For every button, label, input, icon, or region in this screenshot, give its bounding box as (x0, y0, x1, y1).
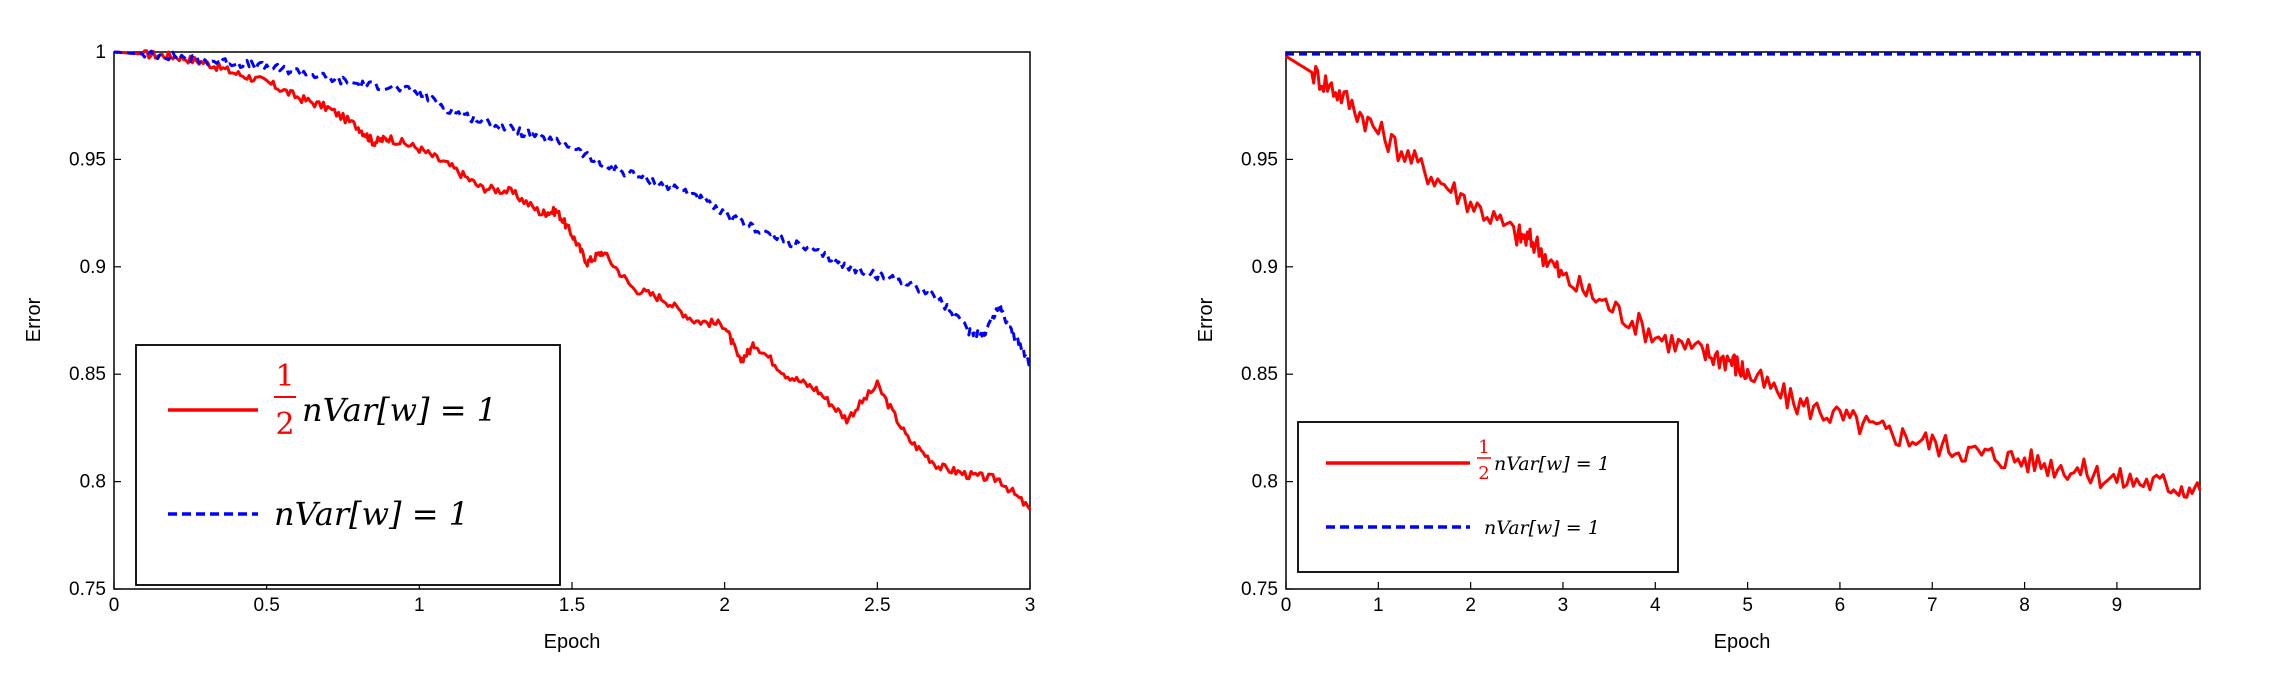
x-tick-label: 9 (2112, 595, 2123, 616)
x-tick-label: 4 (1650, 595, 1661, 616)
y-tick-label: 0.75 (69, 579, 106, 600)
x-tick-label: 8 (2019, 595, 2030, 616)
x-tick-label: 3 (1025, 595, 1036, 616)
y-tick-label: 0.9 (80, 257, 106, 278)
y-tick-label: 0.85 (1241, 364, 1278, 385)
y-tick-label: 0.9 (1252, 257, 1278, 278)
x-tick-label: 2 (719, 595, 730, 616)
x-tick-label: 1 (1373, 595, 1384, 616)
x-tick-label: 7 (1927, 595, 1938, 616)
y-tick-label: 0.8 (1252, 472, 1278, 493)
legend-label-blue-right: nVar[w] = 1 (1484, 517, 1600, 539)
x-axis-label-left: Epoch (544, 631, 601, 653)
y-tick-label: 0.95 (1241, 149, 1278, 170)
x-tick-label: 5 (1742, 595, 1753, 616)
legend-box-left (135, 344, 561, 586)
chart-right: 0 1 2 3 4 5 6 7 8 9 0.75 0.8 0.85 0.9 0.95 Epoch Error… (1195, 51, 2202, 653)
chart-left: 0 0.5 1 1.5 2 2.5 3 0.75 0.8 0.85 0.9 0.95 1 Epoch E… (23, 42, 1035, 653)
y-tick-label: 0.85 (69, 364, 106, 385)
legend-frac-num-left: 1 (275, 359, 294, 394)
y-tick-label: 0.8 (80, 472, 106, 493)
legend-frac-den-left: 2 (275, 407, 294, 442)
x-tick-label: 6 (1835, 595, 1846, 616)
legend-right: 1 2 nVar[w] = 1 nVar[w] = 1 (1297, 421, 1679, 573)
y-tick-label: 0.95 (69, 149, 106, 170)
series-line-red (113, 49, 1032, 511)
legend-frac-num-right: 1 (1478, 437, 1489, 458)
x-axis-label-right: Epoch (1714, 631, 1771, 653)
x-tick-label: 0 (1281, 595, 1292, 616)
x-tick-label: 0 (109, 595, 120, 616)
legend-box-right (1297, 421, 1679, 573)
legend-label-red-right: nVar[w] = 1 (1494, 453, 1610, 475)
series-line-blue (113, 49, 1032, 367)
legend-label-blue-left: nVar[w] = 1 (274, 495, 469, 533)
y-tick-label: 0.75 (1241, 579, 1278, 600)
legend-label-red-left: nVar[w] = 1 (302, 391, 497, 429)
y-axis-label-left: Error (23, 297, 45, 342)
y-axis-label-right: Error (1195, 297, 1217, 342)
x-tick-label: 1 (414, 595, 425, 616)
series-line-red (1285, 55, 2202, 499)
legend-left: 1 2 nVar[w] = 1 nVar[w] = 1 (135, 344, 561, 586)
y-tick-label: 1 (95, 42, 106, 63)
x-tick-label: 2 (1465, 595, 1476, 616)
x-tick-label: 0.5 (253, 595, 279, 616)
legend-frac-den-right: 2 (1478, 463, 1489, 484)
x-tick-label: 1.5 (559, 595, 585, 616)
x-tick-label: 2.5 (864, 595, 890, 616)
x-tick-label: 3 (1558, 595, 1569, 616)
